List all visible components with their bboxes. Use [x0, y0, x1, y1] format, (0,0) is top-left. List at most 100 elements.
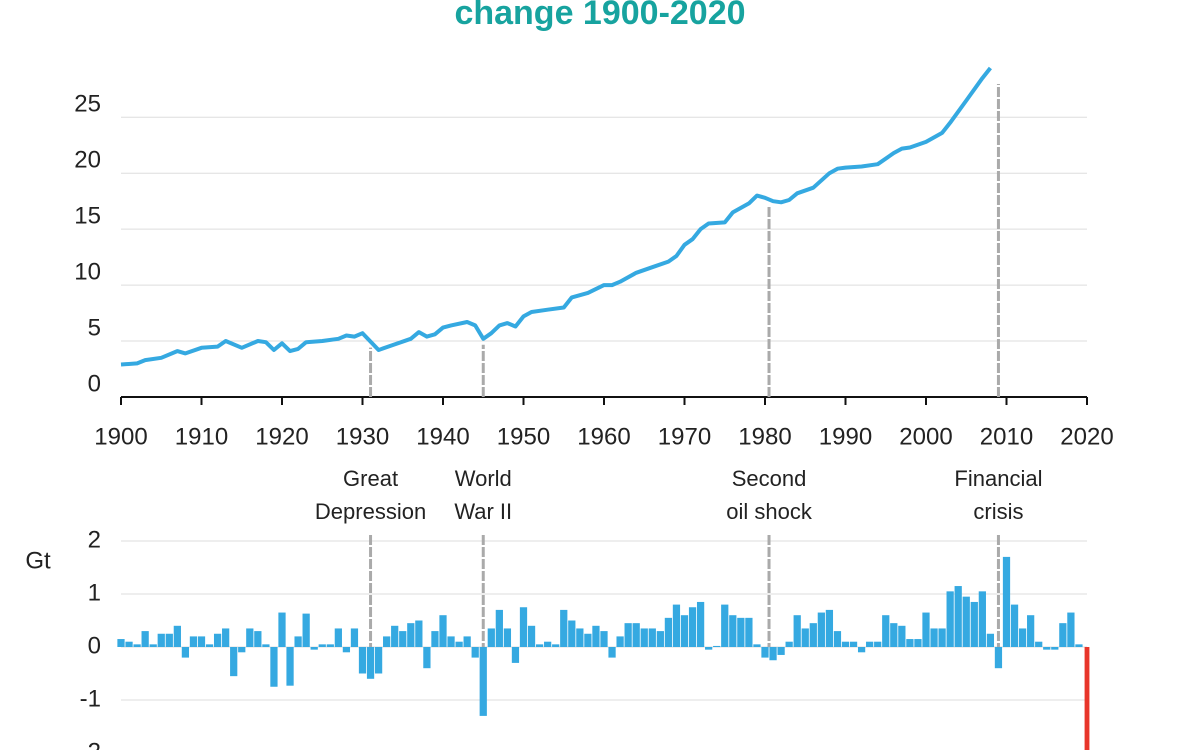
bar: [616, 636, 624, 647]
y-tick-label: 2: [88, 526, 101, 553]
bar: [511, 647, 520, 663]
bar: [1002, 556, 1011, 647]
bar: [213, 633, 222, 647]
bar: [922, 612, 930, 647]
bar: [479, 647, 487, 716]
series-line: [120, 66, 992, 367]
y-tick-label: 0: [88, 632, 101, 659]
bar: [729, 615, 737, 647]
bar: [205, 644, 214, 647]
bar: [954, 586, 962, 647]
bar: [930, 628, 938, 647]
y-axis-label: Gt: [25, 547, 51, 574]
bar: [415, 620, 423, 647]
bar: [527, 625, 536, 647]
y-tick-label: 1: [88, 579, 101, 606]
bar: [801, 628, 809, 647]
chart-title: change 1900-2020: [454, 0, 745, 32]
bar: [181, 647, 190, 658]
annotation-text: crisis: [973, 499, 1023, 524]
y-tick-label: 25: [74, 91, 101, 118]
bar: [946, 591, 954, 647]
bar: [366, 647, 375, 679]
bar: [189, 636, 198, 647]
bar: [423, 647, 431, 669]
y-tick-label: 15: [74, 202, 101, 229]
bar: [914, 639, 922, 647]
bar: [962, 596, 970, 647]
annotation-text: oil shock: [726, 499, 813, 524]
bar: [383, 636, 391, 647]
bar: [1035, 641, 1043, 647]
bar: [809, 623, 817, 647]
bar: [688, 607, 697, 647]
bar: [833, 631, 842, 647]
bar: [262, 644, 270, 647]
bar: [342, 647, 351, 653]
bar: [487, 628, 495, 647]
bar: [857, 647, 866, 653]
bar: [1018, 628, 1027, 647]
bar: [294, 636, 302, 647]
bar: [1027, 615, 1035, 647]
y-tick-label: 10: [74, 258, 101, 285]
bar: [455, 641, 463, 647]
bar: [841, 641, 850, 647]
bar: [1059, 623, 1067, 647]
bar: [399, 631, 407, 647]
bar: [254, 631, 262, 647]
bar: [680, 615, 689, 647]
bar: [149, 644, 157, 647]
x-tick-label: 1980: [738, 423, 791, 450]
bar: [326, 644, 334, 647]
annotation-text: War II: [454, 499, 512, 524]
bar: [246, 628, 254, 647]
bar: [391, 625, 399, 647]
x-tick-label: 1970: [658, 423, 711, 450]
bar: [495, 609, 503, 647]
annotation-text: Second: [732, 466, 807, 491]
bar: [544, 641, 552, 647]
bar: [624, 623, 632, 647]
bar: [592, 625, 600, 647]
bar: [270, 647, 278, 687]
bar: [1084, 647, 1090, 750]
bar: [318, 644, 326, 647]
annotation-text: Depression: [315, 499, 426, 524]
bar: [753, 644, 761, 647]
bar: [906, 639, 914, 647]
bar: [737, 617, 745, 647]
bar: [310, 647, 318, 650]
bar: [117, 639, 125, 647]
x-tick-label: 1960: [577, 423, 630, 450]
bar: [519, 607, 528, 647]
bar: [890, 623, 898, 647]
bar: [463, 636, 471, 647]
bar: [721, 604, 729, 647]
bar: [1075, 644, 1083, 647]
bar: [817, 612, 825, 647]
bar: [664, 617, 673, 647]
bar: [1010, 604, 1019, 647]
bar: [552, 644, 560, 647]
bar: [447, 636, 455, 647]
bar: [230, 647, 238, 677]
x-tick-label: 2010: [980, 423, 1033, 450]
x-tick-label: 1910: [175, 423, 228, 450]
bar: [882, 615, 890, 647]
bar: [302, 613, 310, 647]
bar: [978, 591, 986, 647]
bar: [358, 647, 367, 674]
bar: [1051, 647, 1059, 650]
bar: [374, 647, 383, 674]
bar: [350, 628, 359, 647]
bar: [173, 625, 181, 647]
x-tick-label: 2000: [899, 423, 952, 450]
bar: [334, 628, 342, 647]
y-tick-label: -1: [80, 685, 101, 712]
bar: [133, 644, 141, 647]
bar: [898, 625, 906, 647]
x-tick-label: 1990: [819, 423, 872, 450]
bar: [125, 641, 133, 647]
bar: [1043, 647, 1051, 650]
